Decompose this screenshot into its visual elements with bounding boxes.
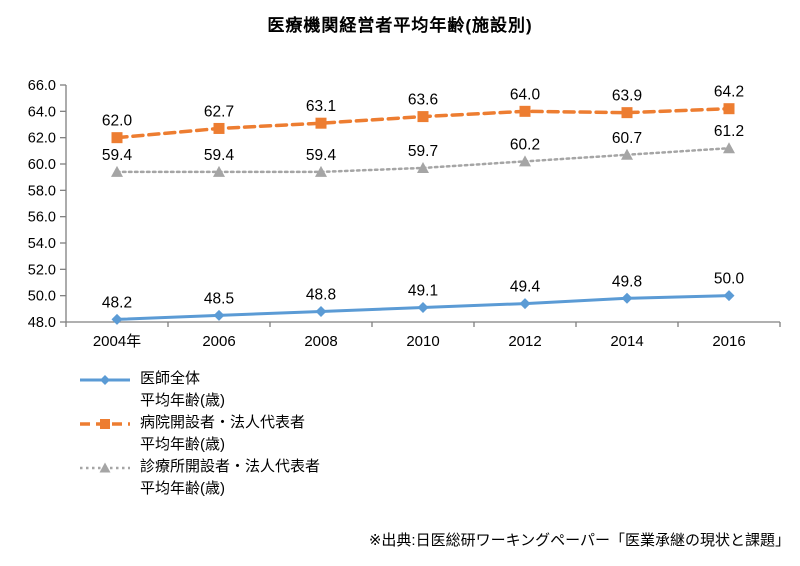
value-label: 59.4 xyxy=(102,147,133,164)
legend-item: 病院開設者・法人代表者 平均年齢(歳) xyxy=(80,412,320,456)
triangle-marker-icon xyxy=(213,165,225,177)
legend-label: 診療所開設者・法人代表者 平均年齢(歳) xyxy=(140,458,321,497)
triangle-marker-icon xyxy=(621,148,633,160)
square-marker-icon xyxy=(315,117,327,129)
chart-title: 医療機関経営者平均年齢(施設別) xyxy=(267,16,533,35)
value-label: 59.7 xyxy=(408,143,438,160)
diamond-marker-icon xyxy=(315,305,327,317)
x-tick-label: 2004年 xyxy=(93,333,141,350)
diamond-marker-icon xyxy=(213,309,225,321)
triangle-marker-icon xyxy=(111,165,123,177)
x-tick-label: 2014 xyxy=(610,333,643,350)
x-tick-label: 2012 xyxy=(508,333,541,350)
y-tick-label: 48.0 xyxy=(28,315,56,331)
legend: 医師全体 平均年齢(歳) 病院開設者・法人代表者 平均年齢(歳) 診療所開設者・法人代表… xyxy=(80,368,320,500)
legend-diamond-line-icon xyxy=(80,375,130,385)
y-tick-label: 56.0 xyxy=(28,210,56,226)
legend-item: 医師全体 平均年齢(歳) xyxy=(80,368,320,412)
y-tick-label: 60.0 xyxy=(28,157,56,173)
y-tick-label: 54.0 xyxy=(28,236,56,252)
diamond-marker-icon xyxy=(519,298,531,310)
value-label: 59.4 xyxy=(306,147,337,164)
diamond-marker-icon xyxy=(723,290,735,302)
legend-square-line-icon xyxy=(80,419,130,429)
legend-label: 医師全体 平均年齢(歳) xyxy=(140,370,225,409)
value-label: 63.6 xyxy=(408,92,438,109)
diamond-marker-icon xyxy=(111,313,123,325)
diamond-marker-icon xyxy=(417,302,429,314)
value-label: 49.1 xyxy=(408,283,438,300)
y-tick-label: 50.0 xyxy=(28,289,56,305)
value-label: 63.1 xyxy=(306,98,336,115)
source-note: ※出典:日医総研ワーキングペーパー「医業承継の現状と課題」 xyxy=(368,532,790,549)
value-label: 63.9 xyxy=(612,88,642,105)
y-tick-label: 58.0 xyxy=(28,183,56,199)
value-label: 49.4 xyxy=(510,279,541,296)
y-tick-label: 52.0 xyxy=(28,262,56,278)
value-label: 60.7 xyxy=(612,130,642,147)
value-label: 59.4 xyxy=(204,147,235,164)
value-label: 62.7 xyxy=(204,103,234,120)
value-label: 60.2 xyxy=(510,136,540,153)
value-label: 49.8 xyxy=(612,273,642,290)
y-tick-label: 66.0 xyxy=(28,78,56,94)
value-label: 48.2 xyxy=(102,294,132,311)
square-marker-icon xyxy=(417,111,429,123)
square-marker-icon xyxy=(213,122,225,134)
value-label: 50.0 xyxy=(714,271,745,288)
legend-triangle-line-icon xyxy=(80,462,130,473)
square-marker-icon xyxy=(111,132,123,144)
x-tick-label: 2006 xyxy=(202,333,235,350)
x-tick-label: 2010 xyxy=(406,333,439,350)
legend-item: 診療所開設者・法人代表者 平均年齢(歳) xyxy=(80,456,320,500)
value-label: 64.2 xyxy=(714,84,744,101)
x-tick-label: 2016 xyxy=(712,333,745,350)
value-label: 64.0 xyxy=(510,86,541,103)
triangle-marker-icon xyxy=(723,142,735,154)
square-marker-icon xyxy=(723,103,735,115)
y-tick-label: 62.0 xyxy=(28,131,56,147)
value-label: 48.5 xyxy=(204,290,234,307)
diamond-marker-icon xyxy=(621,292,633,304)
y-tick-label: 64.0 xyxy=(28,104,56,120)
triangle-marker-icon xyxy=(315,165,327,177)
square-marker-icon xyxy=(621,107,633,119)
square-marker-icon xyxy=(519,105,531,117)
legend-label: 病院開設者・法人代表者 平均年齢(歳) xyxy=(140,414,306,453)
triangle-marker-icon xyxy=(519,155,531,167)
value-label: 48.8 xyxy=(306,286,336,303)
triangle-marker-icon xyxy=(417,161,429,173)
x-tick-label: 2008 xyxy=(304,333,337,350)
value-label: 62.0 xyxy=(102,113,133,130)
value-label: 61.2 xyxy=(714,123,744,140)
